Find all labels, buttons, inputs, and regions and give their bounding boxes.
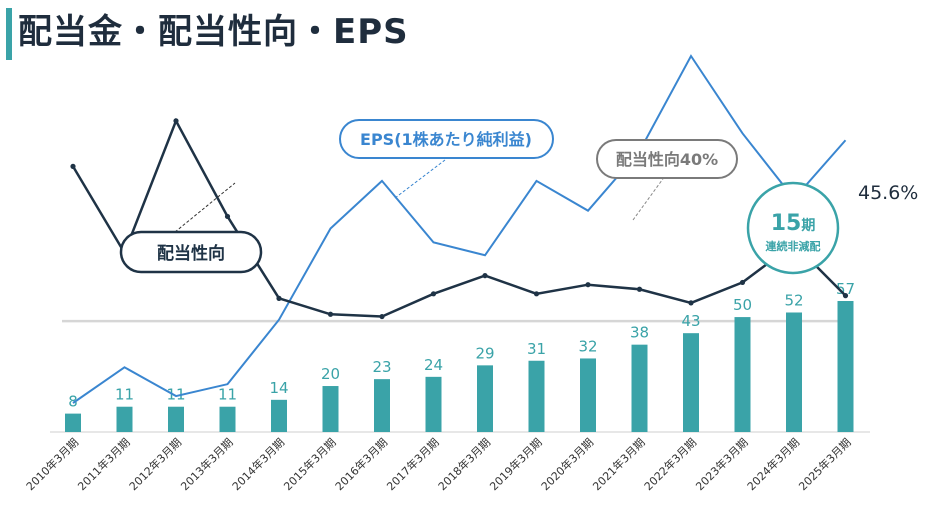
streak-unit: 期 [801, 218, 815, 234]
x-tick-label: 2015年3月期 [281, 435, 339, 493]
dividend-value: 11 [115, 386, 134, 404]
payout-point [585, 282, 591, 288]
payout-point [688, 300, 694, 306]
payout-callout-leader [174, 182, 236, 233]
dividend-value: 24 [424, 356, 443, 374]
dividend-bar [837, 301, 854, 432]
eps-callout-box [339, 119, 554, 159]
payout-point [430, 291, 437, 297]
x-tick-label: 2010年3月期 [23, 435, 81, 493]
payout-point [70, 163, 76, 169]
payout-end-value: 45.6% [858, 182, 918, 204]
title-accent-bar [6, 8, 12, 60]
dividend-value: 23 [372, 358, 391, 376]
ratio-callout-label: 配当性向40% [616, 150, 718, 169]
dividend-bar [528, 360, 545, 432]
x-tick-label: 2012年3月期 [126, 435, 184, 493]
ratio-callout: 配当性向40% [596, 139, 738, 179]
dividend-value: 52 [784, 291, 803, 309]
payout-point [842, 293, 849, 299]
payout-callout-label: 配当性向 [157, 243, 225, 264]
payout-point [224, 213, 231, 220]
x-tick-label: 2019年3月期 [487, 435, 545, 493]
dividend-value: 20 [321, 365, 340, 383]
x-tick-label: 2022年3月期 [641, 435, 699, 493]
dividend-value: 29 [475, 344, 494, 362]
eps-callout: EPS(1株あたり純利益) [339, 119, 554, 159]
x-tick-label: 2013年3月期 [178, 435, 236, 493]
payout-ratio-line [71, 117, 847, 318]
dividend-value: 32 [578, 337, 597, 355]
ratio-callout-box [596, 139, 738, 179]
streak-number: 15 [771, 211, 802, 236]
dividend-value: 38 [630, 324, 649, 342]
dividend-value: 50 [733, 296, 752, 314]
dividend-value: 43 [681, 312, 700, 330]
dividend-value: 8 [68, 393, 78, 411]
payout-point [327, 311, 334, 317]
x-tick-label: 2017年3月期 [384, 435, 442, 493]
dividend-bar [477, 365, 493, 432]
dividend-bar [734, 317, 751, 432]
dividend-bar [271, 399, 287, 432]
dividend-bar [374, 379, 390, 432]
x-tick-label: 2023年3月期 [693, 435, 751, 493]
dividend-value: 57 [836, 280, 855, 298]
dividend-value: 14 [269, 379, 288, 397]
streak-badge-text: 連続非減配 [766, 239, 821, 253]
payout-point [276, 295, 282, 301]
dividend-labels: 8 11 11 11 14 20 23 24 29 31 32 38 43 50 52 57 [68, 280, 855, 411]
payout-callout: 配当性向 [119, 230, 263, 274]
ratio-callout-leader [632, 175, 666, 221]
payout-point [636, 286, 643, 292]
dividend-bar [219, 406, 236, 432]
dividend-bar [65, 413, 81, 432]
payout-point [533, 291, 540, 297]
x-tick-label: 2018年3月期 [435, 435, 493, 493]
dividend-bar [322, 386, 339, 432]
x-tick-label: 2020年3月期 [538, 435, 596, 493]
payout-point [482, 273, 488, 279]
streak-badge-number: 15期 [771, 211, 816, 236]
eps-callout-label: EPS(1株あたり純利益) [360, 130, 532, 149]
eps-callout-leader [394, 159, 446, 199]
page-title: 配当金・配当性向・EPS [18, 12, 409, 52]
dividend-value: 11 [166, 386, 185, 404]
x-tick-label: 2014年3月期 [229, 435, 287, 493]
dividend-bar [168, 406, 184, 432]
streak-badge-circle [746, 181, 840, 275]
dividend-bar [425, 376, 442, 432]
x-tick-label: 2021年3月期 [590, 435, 648, 493]
payout-point [379, 313, 385, 320]
dividend-bar [786, 312, 802, 432]
dividend-bar [631, 344, 648, 432]
dividend-bar [116, 406, 133, 432]
dividend-value: 31 [527, 340, 546, 358]
streak-badge: 15期 連続非減配 [746, 181, 840, 275]
dividend-value: 11 [218, 386, 237, 404]
x-tick-label: 2025年3月期 [796, 435, 854, 493]
dividend-bars [65, 301, 854, 432]
payout-point [173, 118, 179, 124]
dividend-bar [683, 333, 699, 432]
eps-line [72, 54, 847, 404]
payout-point [739, 279, 746, 286]
dividend-bar [580, 358, 596, 432]
x-tick-label: 2016年3月期 [332, 435, 390, 493]
x-tick-label: 2024年3月期 [744, 435, 802, 493]
x-tick-label: 2011年3月期 [75, 435, 133, 493]
payout-callout-box [119, 230, 263, 274]
x-axis-tick-labels: 2010年3月期2011年3月期2012年3月期2013年3月期2014年3月期… [23, 435, 853, 493]
